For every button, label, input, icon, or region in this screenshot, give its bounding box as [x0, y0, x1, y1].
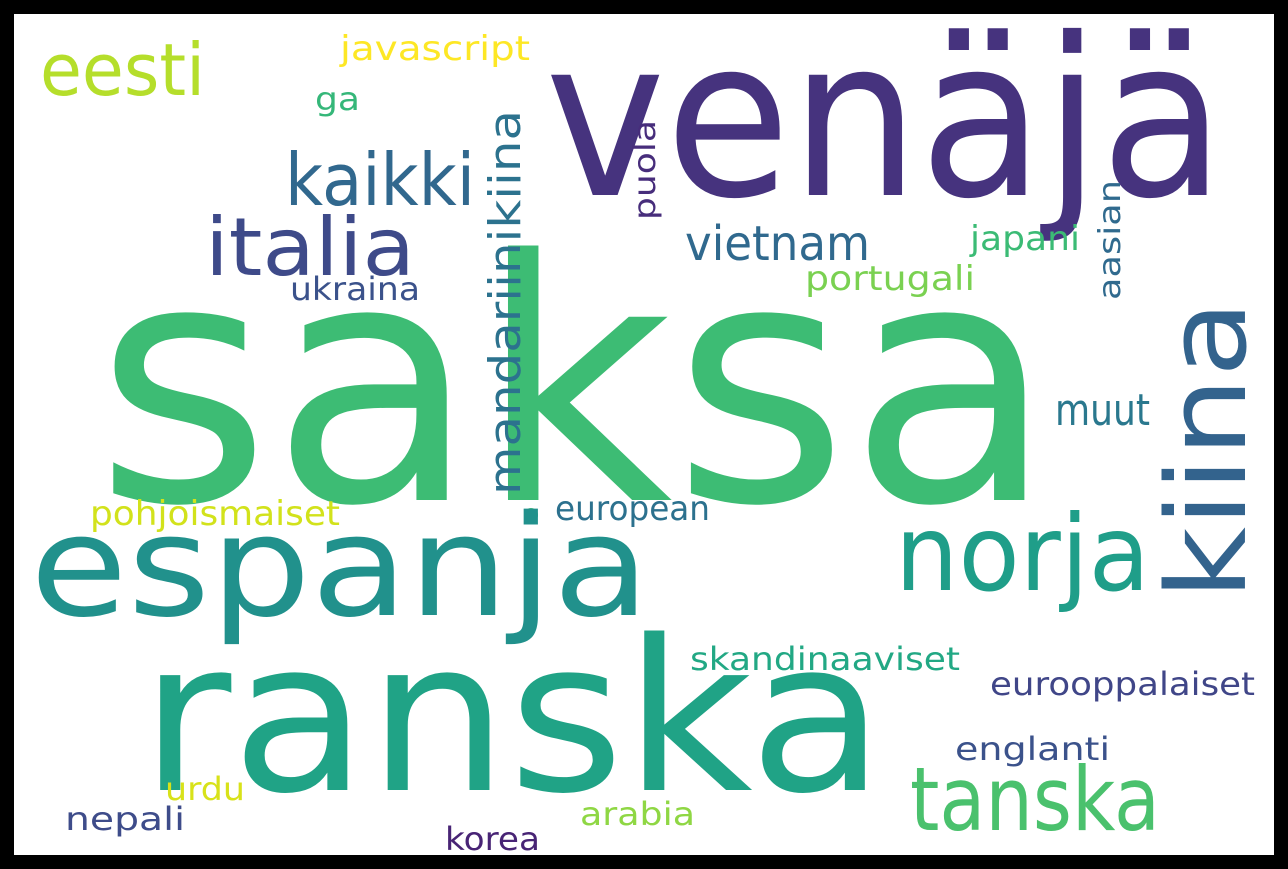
word: eurooppalaiset: [990, 665, 1255, 703]
word: nepali: [65, 800, 185, 838]
word: eesti: [40, 28, 205, 112]
word: italia: [205, 201, 415, 294]
word: mandariinikiina: [480, 110, 531, 495]
word: saksa: [95, 190, 1055, 580]
word: urdu: [165, 770, 245, 808]
word: norja: [895, 493, 1150, 615]
word: japani: [969, 219, 1080, 259]
word: kaikki: [285, 138, 475, 222]
word: venäjä: [545, 0, 1225, 247]
dot: [524, 508, 538, 522]
word: skandinaaviset: [690, 640, 960, 678]
word: puola: [628, 120, 663, 220]
word: portugali: [805, 259, 975, 299]
word: tanska: [910, 748, 1160, 851]
word: englanti: [955, 730, 1110, 768]
word: muut: [1055, 385, 1150, 436]
word: kiina: [1143, 300, 1271, 600]
word: javascript: [339, 29, 530, 69]
word: pohjoismaiset: [90, 494, 340, 534]
canvas: [14, 14, 1274, 855]
word: vietnam: [685, 216, 870, 272]
word: arabia: [580, 795, 695, 833]
word: aasian: [1093, 180, 1128, 300]
word: espanja: [30, 486, 650, 649]
word: european: [555, 489, 710, 529]
word: korea: [445, 820, 540, 858]
word: ga: [315, 80, 360, 118]
word: ukraina: [290, 270, 420, 308]
word: ranska: [140, 595, 885, 840]
